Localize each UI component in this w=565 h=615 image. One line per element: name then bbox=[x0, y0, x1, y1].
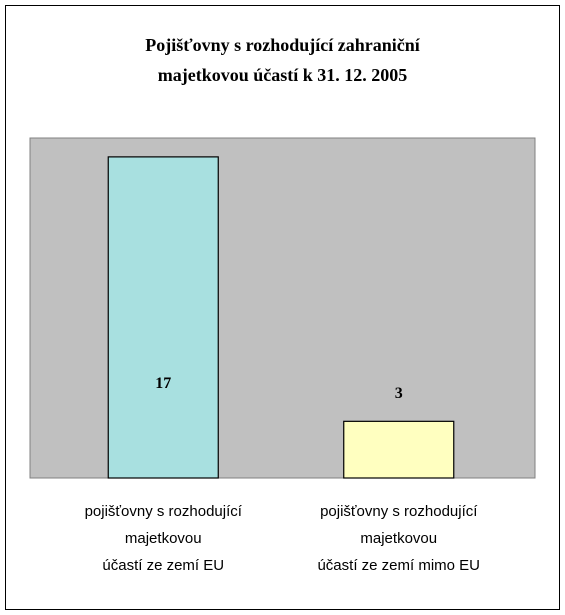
bar bbox=[107, 156, 219, 479]
bar bbox=[343, 420, 455, 479]
x-tick-label: pojišťovny s rozhodující majetkovou účas… bbox=[317, 503, 481, 574]
value-label: 3 bbox=[394, 385, 403, 403]
x-tick-label: pojišťovny s rozhodující majetkovou účas… bbox=[84, 503, 242, 574]
plot-area bbox=[29, 137, 536, 479]
chart-title: Pojišťovny s rozhodující zahraniční maje… bbox=[145, 35, 420, 85]
value-label: 17 bbox=[155, 375, 172, 392]
